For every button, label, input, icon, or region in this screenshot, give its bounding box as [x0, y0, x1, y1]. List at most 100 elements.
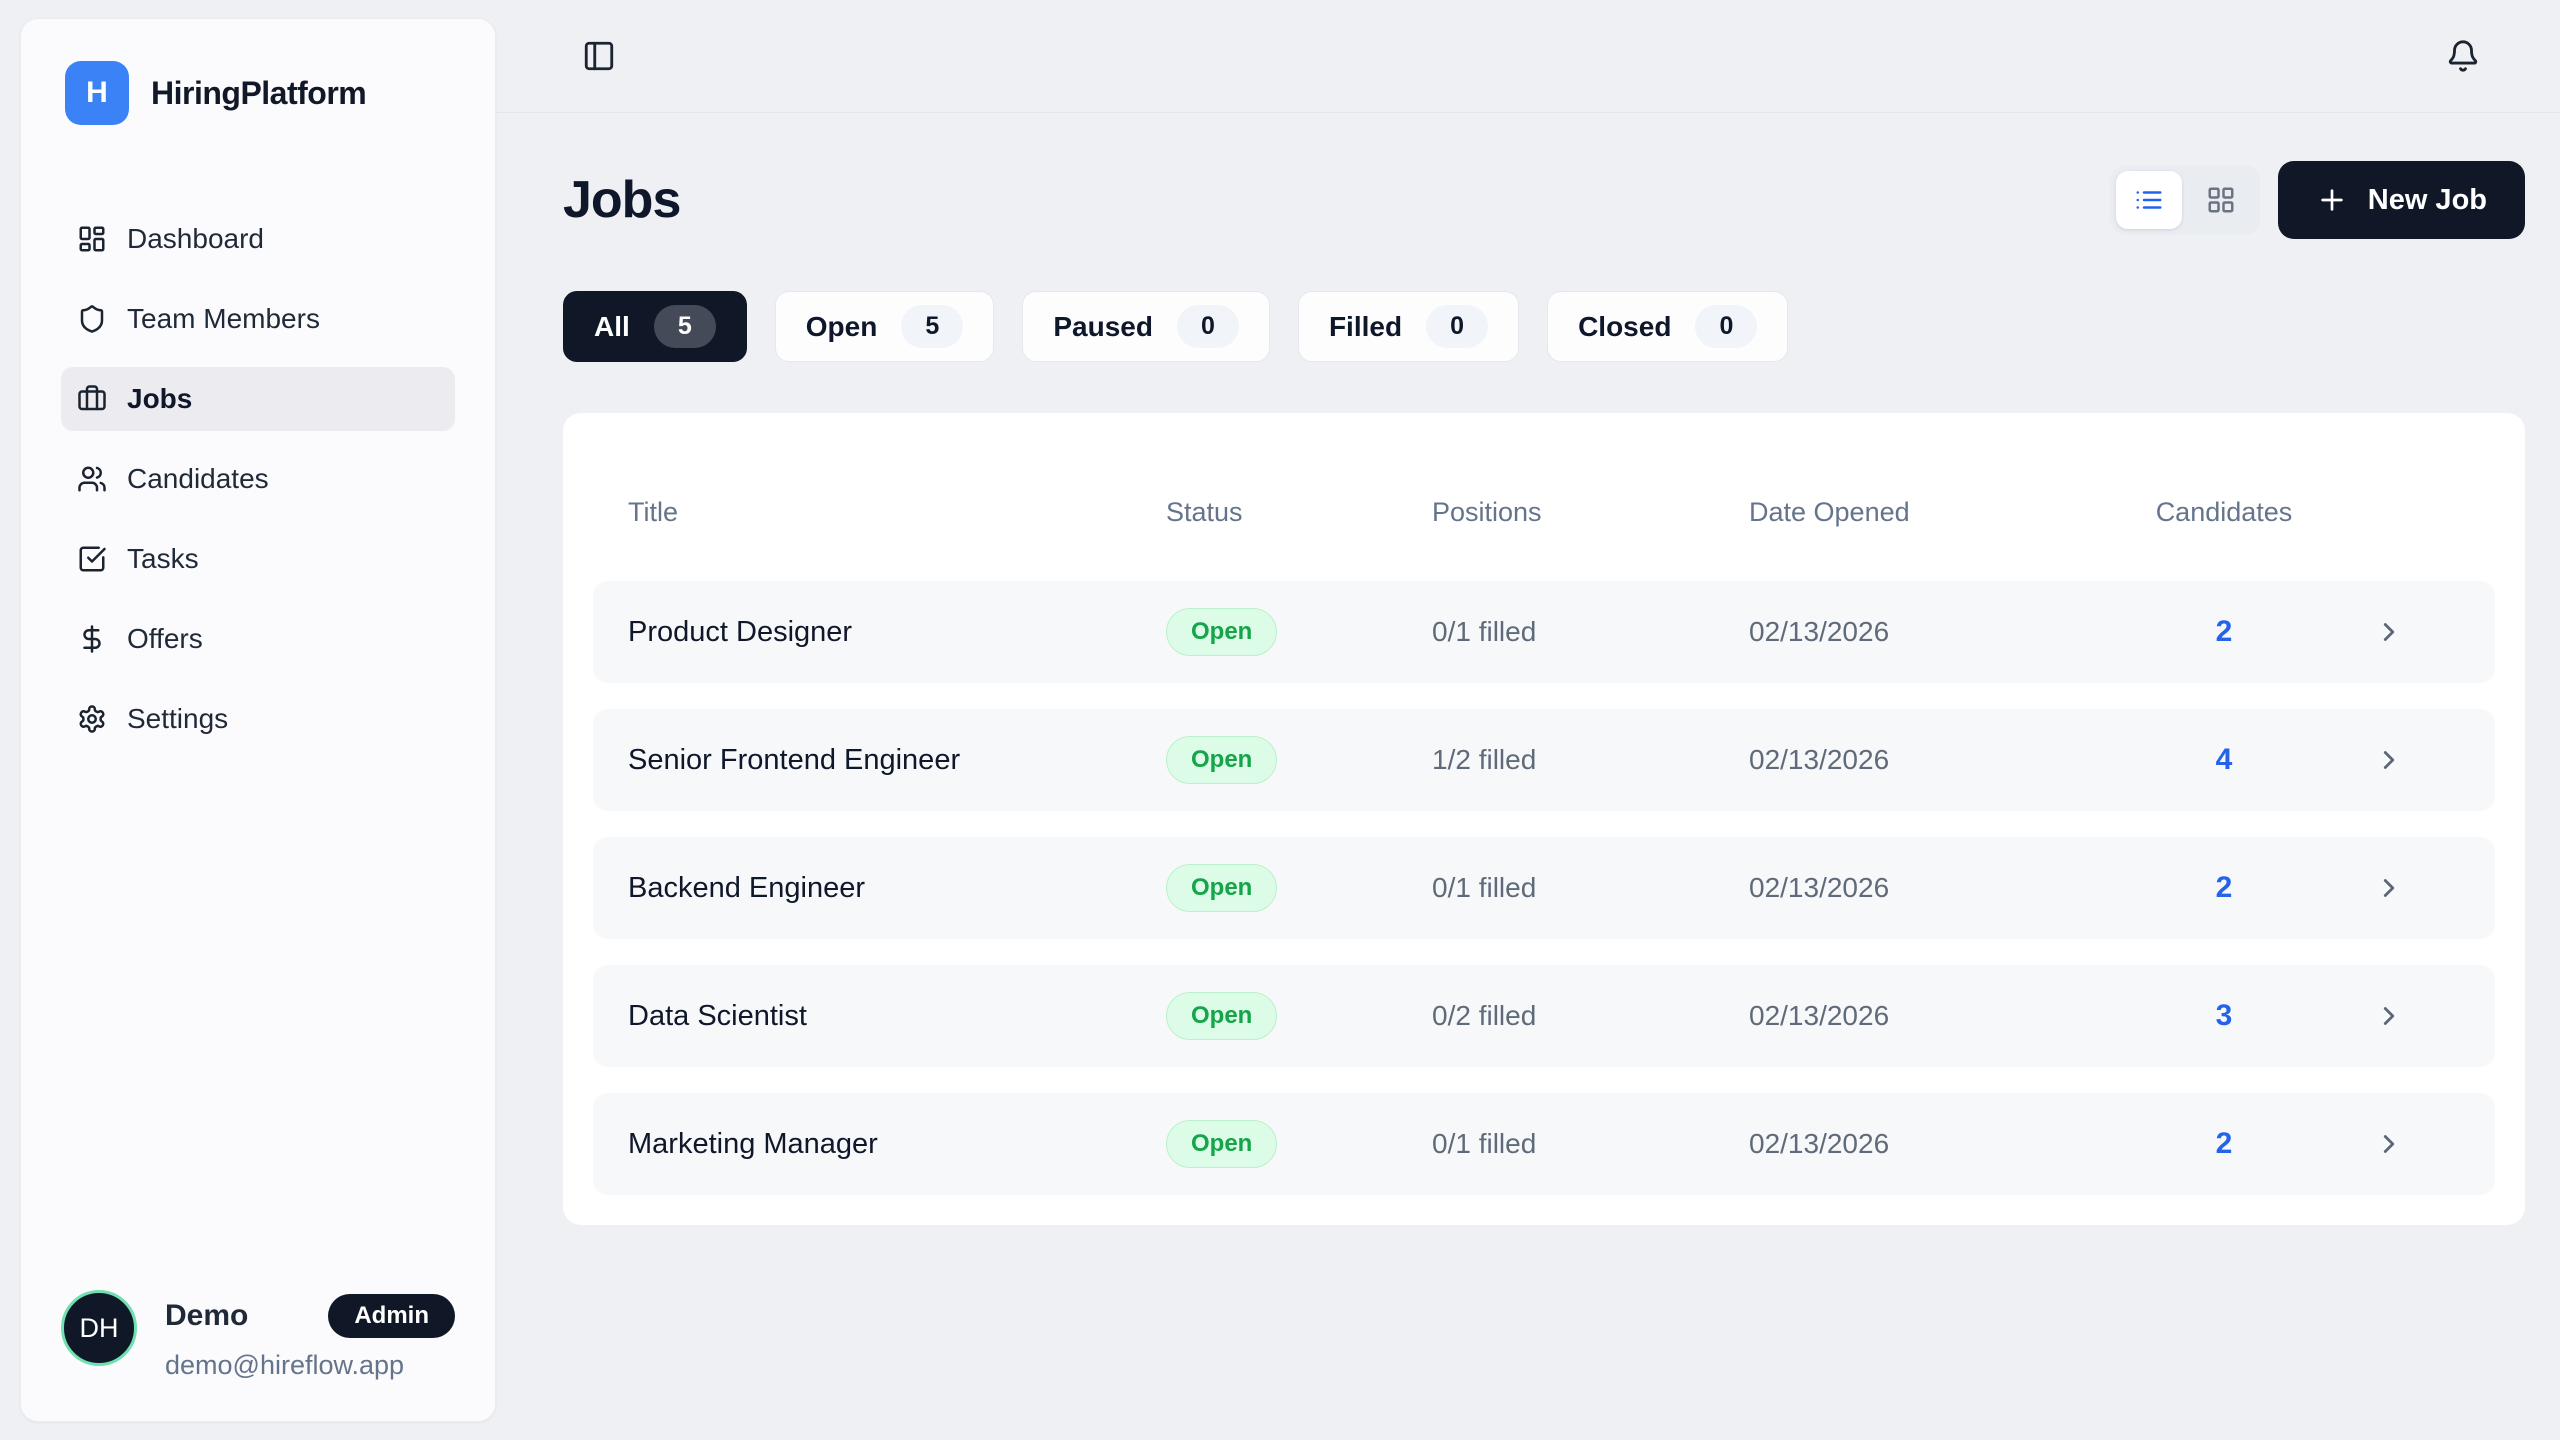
filter-count-badge: 5: [653, 305, 716, 348]
list-icon: [2136, 191, 2162, 209]
plus-icon: [2321, 189, 2343, 211]
positions-filled: 0/1 filled: [1432, 616, 1537, 647]
notifications-button[interactable]: [2440, 33, 2486, 79]
sidebar-nav: Dashboard Team Members Jobs Candidates T…: [61, 207, 455, 751]
date-opened: 02/13/2026: [1749, 616, 1890, 647]
chevron-right-icon: [2383, 1135, 2395, 1153]
brand-name: HiringPlatform: [151, 74, 367, 111]
user-info: Demo Admin demo@hireflow.app: [165, 1290, 455, 1381]
chevron-right-icon: [2383, 1007, 2395, 1025]
table-row[interactable]: Marketing Manager Open 0/1 filled 02/13/…: [593, 1093, 2495, 1195]
sidebar-item-label: Candidates: [127, 463, 269, 494]
table-row[interactable]: Backend Engineer Open 0/1 filled 02/13/2…: [593, 837, 2495, 939]
positions-filled: 1/2 filled: [1432, 744, 1537, 775]
job-title: Marketing Manager: [628, 1127, 878, 1160]
column-header-status: Status: [1166, 496, 1243, 527]
page-header: Jobs New Job: [563, 161, 2525, 239]
new-job-button[interactable]: New Job: [2277, 161, 2525, 239]
sidebar-item-label: Team Members: [127, 303, 320, 334]
table-header-row: Title Status Positions Date Opened Candi…: [593, 443, 2495, 581]
job-title: Data Scientist: [628, 999, 807, 1032]
filter-label: All: [594, 310, 630, 342]
candidates-count[interactable]: 2: [2215, 615, 2233, 648]
table-row[interactable]: Data Scientist Open 0/2 filled 02/13/202…: [593, 965, 2495, 1067]
brand-logo: H: [65, 61, 129, 125]
filter-count-badge: 5: [901, 305, 964, 348]
filter-tab-paused[interactable]: Paused 0: [1022, 291, 1270, 362]
status-badge: Open: [1166, 736, 1278, 784]
sidebar-item-tasks[interactable]: Tasks: [61, 527, 455, 591]
status-filter-tabs: All 5 Open 5 Paused 0 Filled 0 Closed 0: [563, 291, 2525, 362]
sidebar-item-label: Settings: [127, 703, 229, 734]
gear-icon: [79, 705, 105, 733]
sidebar: H HiringPlatform Dashboard Team Members …: [20, 18, 496, 1422]
page-content: Jobs New Job All 5: [496, 113, 2560, 1225]
date-opened: 02/13/2026: [1749, 1000, 1890, 1031]
sidebar-item-candidates[interactable]: Candidates: [61, 447, 455, 511]
list-view-button[interactable]: [2115, 171, 2182, 229]
filter-label: Filled: [1328, 310, 1403, 342]
sidebar-item-settings[interactable]: Settings: [61, 687, 455, 751]
view-toggle: [2109, 165, 2260, 235]
table-row[interactable]: Product Designer Open 0/1 filled 02/13/2…: [593, 581, 2495, 683]
filter-label: Closed: [1578, 310, 1672, 342]
grid-icon: [2208, 187, 2234, 213]
sidebar-item-team-members[interactable]: Team Members: [61, 287, 455, 351]
filter-count-badge: 0: [1426, 305, 1489, 348]
filter-tab-filled[interactable]: Filled 0: [1297, 291, 1520, 362]
table-row[interactable]: Senior Frontend Engineer Open 1/2 filled…: [593, 709, 2495, 811]
main-area: Jobs New Job All 5: [496, 0, 2560, 1440]
candidates-count[interactable]: 2: [2215, 871, 2233, 904]
sidebar-item-label: Tasks: [127, 543, 199, 574]
date-opened: 02/13/2026: [1749, 872, 1890, 903]
column-header-title: Title: [628, 496, 679, 527]
job-title: Senior Frontend Engineer: [628, 743, 961, 776]
user-email: demo@hireflow.app: [165, 1350, 405, 1380]
candidates-count[interactable]: 2: [2215, 1127, 2233, 1160]
page-title: Jobs: [563, 171, 681, 229]
positions-filled: 0/1 filled: [1432, 1128, 1537, 1159]
sidebar-toggle-button[interactable]: [576, 33, 622, 79]
task-check-icon: [79, 546, 106, 572]
job-title: Backend Engineer: [628, 871, 865, 904]
briefcase-icon: [78, 385, 106, 411]
column-header-positions: Positions: [1432, 496, 1542, 527]
brand: H HiringPlatform: [61, 61, 455, 125]
avatar-initials: DH: [79, 1312, 119, 1343]
filter-label: Open: [805, 310, 878, 342]
shield-icon: [80, 305, 104, 333]
sidebar-item-label: Dashboard: [127, 223, 264, 254]
filter-tab-open[interactable]: Open 5: [774, 291, 995, 362]
avatar: DH: [61, 1290, 137, 1366]
new-job-label: New Job: [2367, 183, 2487, 216]
topbar: [496, 0, 2560, 113]
user-name: Demo: [165, 1299, 249, 1332]
chevron-right-icon: [2383, 751, 2395, 769]
header-actions: New Job: [2109, 161, 2525, 239]
status-badge: Open: [1166, 608, 1278, 656]
filter-tab-closed[interactable]: Closed 0: [1547, 291, 1789, 362]
filter-count-badge: 0: [1695, 305, 1758, 348]
chevron-right-icon: [2383, 879, 2395, 897]
sidebar-item-dashboard[interactable]: Dashboard: [61, 207, 455, 271]
sidebar-item-jobs[interactable]: Jobs: [61, 367, 455, 431]
sidebar-item-label: Jobs: [127, 383, 193, 414]
jobs-table-card: Title Status Positions Date Opened Candi…: [563, 413, 2525, 1225]
status-badge: Open: [1166, 864, 1278, 912]
chevron-right-icon: [2383, 623, 2395, 641]
column-header-date-opened: Date Opened: [1749, 496, 1910, 527]
positions-filled: 0/1 filled: [1432, 872, 1537, 903]
date-opened: 02/13/2026: [1749, 744, 1890, 775]
brand-logo-letter: H: [86, 76, 108, 109]
candidates-count[interactable]: 3: [2215, 999, 2233, 1032]
sidebar-item-offers[interactable]: Offers: [61, 607, 455, 671]
users-icon: [78, 466, 106, 492]
candidates-count[interactable]: 4: [2215, 743, 2233, 776]
filter-tab-all[interactable]: All 5: [563, 291, 747, 362]
grid-view-button[interactable]: [2188, 171, 2254, 229]
positions-filled: 0/2 filled: [1432, 1000, 1537, 1031]
dollar-icon: [83, 625, 101, 653]
column-header-candidates: Candidates: [2155, 496, 2293, 527]
user-profile: DH Demo Admin demo@hireflow.app: [61, 1284, 455, 1385]
filter-label: Paused: [1053, 310, 1153, 342]
